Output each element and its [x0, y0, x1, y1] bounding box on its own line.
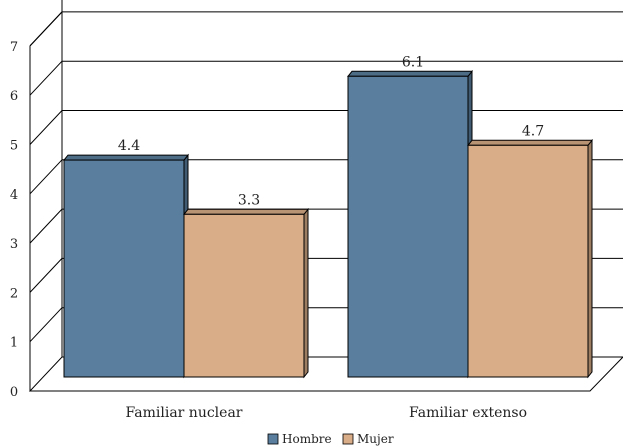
y-tick-label: 3	[10, 237, 18, 252]
bar-front	[347, 75, 469, 378]
bar-front	[183, 213, 305, 378]
y-tick-label: 7	[10, 40, 18, 55]
bar-side	[587, 138, 593, 379]
legend-label: Hombre	[282, 432, 332, 446]
y-axis-ticks: 0 1 2 3 4 5 6 7	[10, 40, 18, 400]
bar-top	[62, 154, 190, 161]
y-tick-label: 0	[10, 385, 18, 400]
data-label: 4.4	[118, 138, 140, 154]
y-tick-label: 4	[10, 188, 18, 203]
x-axis-categories: Familiar nuclear Familiar extenso	[126, 405, 528, 421]
data-label: 3.3	[238, 192, 260, 208]
gridline-slant	[29, 11, 63, 47]
data-label: 4.7	[522, 123, 544, 139]
legend-swatch	[267, 433, 279, 445]
gridline-slant	[29, 258, 63, 293]
bar-top	[346, 70, 474, 77]
data-label: 6.1	[402, 54, 424, 70]
y-tick-label: 1	[10, 336, 18, 351]
y-tick-label: 5	[10, 139, 18, 154]
legend-item-mujer: Mujer	[342, 432, 394, 446]
chart-floor	[28, 356, 623, 392]
bar-mujer-2	[466, 138, 594, 379]
gridline-slant	[29, 110, 63, 145]
bar-hombre-1	[62, 153, 190, 379]
gridline-slant	[29, 307, 63, 343]
bar-hombre-2	[346, 69, 474, 379]
y-tick-label: 6	[10, 89, 18, 104]
legend-item-hombre: Hombre	[267, 432, 332, 446]
bar-top	[182, 208, 310, 215]
bar-front	[467, 144, 589, 378]
legend-swatch	[342, 433, 354, 445]
bars	[62, 69, 594, 379]
y-tick-label: 2	[10, 286, 18, 301]
gridline-slant	[29, 208, 63, 244]
legend: Hombre Mujer	[267, 432, 394, 446]
x-category-label: Familiar extenso	[409, 405, 527, 421]
bar-mujer-1	[182, 207, 310, 379]
bar-front	[63, 159, 185, 378]
gridline-slant	[29, 159, 63, 195]
gridline-slant	[29, 60, 63, 96]
data-labels: 4.4 3.3 6.1 4.7	[118, 54, 544, 208]
bar-side	[303, 207, 309, 379]
bar-top	[466, 139, 594, 146]
x-category-label: Familiar nuclear	[126, 405, 243, 421]
legend-label: Mujer	[357, 432, 394, 446]
